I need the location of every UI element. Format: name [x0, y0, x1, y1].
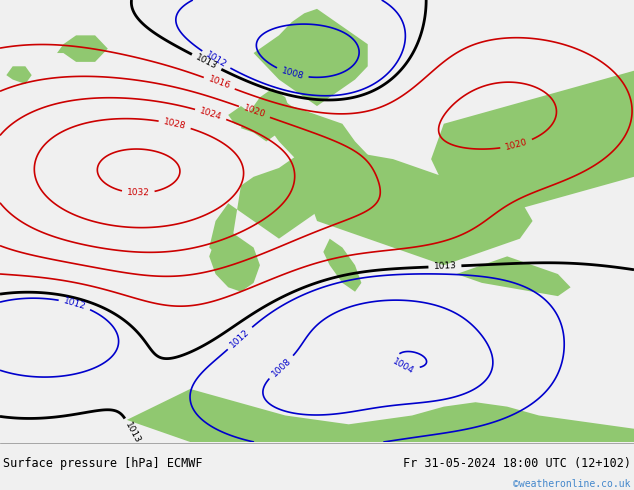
Text: 1008: 1008 — [269, 356, 293, 378]
Polygon shape — [57, 35, 108, 62]
Text: 1028: 1028 — [163, 117, 187, 131]
Text: 1004: 1004 — [391, 356, 416, 375]
Polygon shape — [304, 142, 533, 265]
Polygon shape — [241, 88, 292, 142]
Text: 1020: 1020 — [504, 138, 529, 152]
Text: 1012: 1012 — [228, 327, 252, 349]
Polygon shape — [209, 230, 260, 292]
Text: 1012: 1012 — [204, 50, 228, 70]
Polygon shape — [323, 239, 361, 292]
Polygon shape — [228, 106, 254, 128]
Text: 1013: 1013 — [194, 53, 219, 71]
Text: 1024: 1024 — [198, 106, 223, 122]
Polygon shape — [209, 142, 349, 265]
Text: ©weatheronline.co.uk: ©weatheronline.co.uk — [514, 479, 631, 489]
Text: Surface pressure [hPa] ECMWF: Surface pressure [hPa] ECMWF — [3, 457, 203, 470]
Text: 1016: 1016 — [207, 75, 231, 92]
Text: 1013: 1013 — [123, 421, 142, 445]
Polygon shape — [431, 71, 634, 212]
Polygon shape — [6, 66, 32, 84]
Text: 1020: 1020 — [242, 104, 267, 120]
Polygon shape — [266, 97, 380, 195]
Polygon shape — [127, 389, 634, 442]
Text: 1008: 1008 — [280, 66, 305, 81]
Text: 1013: 1013 — [433, 262, 456, 271]
Text: 1012: 1012 — [62, 296, 87, 312]
Polygon shape — [254, 9, 368, 106]
Text: Fr 31-05-2024 18:00 UTC (12+102): Fr 31-05-2024 18:00 UTC (12+102) — [403, 457, 631, 470]
Text: 1032: 1032 — [127, 188, 150, 197]
Polygon shape — [444, 256, 571, 296]
